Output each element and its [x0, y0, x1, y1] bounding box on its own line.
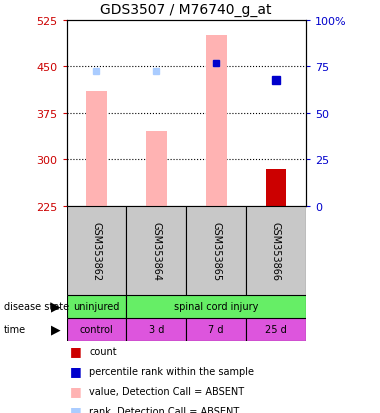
Text: ■: ■ — [70, 404, 82, 413]
Text: spinal cord injury: spinal cord injury — [174, 301, 258, 312]
Text: ■: ■ — [70, 344, 82, 358]
Bar — [86, 92, 107, 206]
Text: ▶: ▶ — [51, 323, 61, 336]
Text: disease state: disease state — [4, 301, 69, 312]
Bar — [246, 206, 306, 295]
Bar — [186, 318, 246, 341]
Text: GSM353865: GSM353865 — [211, 221, 221, 280]
Bar — [66, 318, 126, 341]
Text: time: time — [4, 324, 26, 335]
Bar — [146, 132, 167, 206]
Text: 7 d: 7 d — [208, 324, 224, 335]
Text: control: control — [79, 324, 113, 335]
Bar — [66, 206, 126, 295]
Title: GDS3507 / M76740_g_at: GDS3507 / M76740_g_at — [100, 3, 272, 17]
Text: GSM353864: GSM353864 — [151, 221, 161, 280]
Bar — [206, 36, 226, 206]
Text: 3 d: 3 d — [149, 324, 164, 335]
Text: ■: ■ — [70, 364, 82, 377]
Text: rank, Detection Call = ABSENT: rank, Detection Call = ABSENT — [89, 406, 239, 413]
Bar — [186, 206, 246, 295]
Bar — [66, 295, 126, 318]
Text: GSM353862: GSM353862 — [92, 221, 101, 280]
Bar — [126, 295, 306, 318]
Bar — [266, 169, 287, 206]
Bar — [126, 318, 186, 341]
Text: value, Detection Call = ABSENT: value, Detection Call = ABSENT — [89, 386, 244, 396]
Text: percentile rank within the sample: percentile rank within the sample — [89, 366, 254, 376]
Text: GSM353866: GSM353866 — [271, 221, 281, 280]
Text: count: count — [89, 346, 117, 356]
Text: ■: ■ — [70, 384, 82, 397]
Text: 25 d: 25 d — [265, 324, 287, 335]
Text: ▶: ▶ — [51, 300, 61, 313]
Bar — [246, 318, 306, 341]
Bar — [126, 206, 186, 295]
Text: uninjured: uninjured — [73, 301, 120, 312]
